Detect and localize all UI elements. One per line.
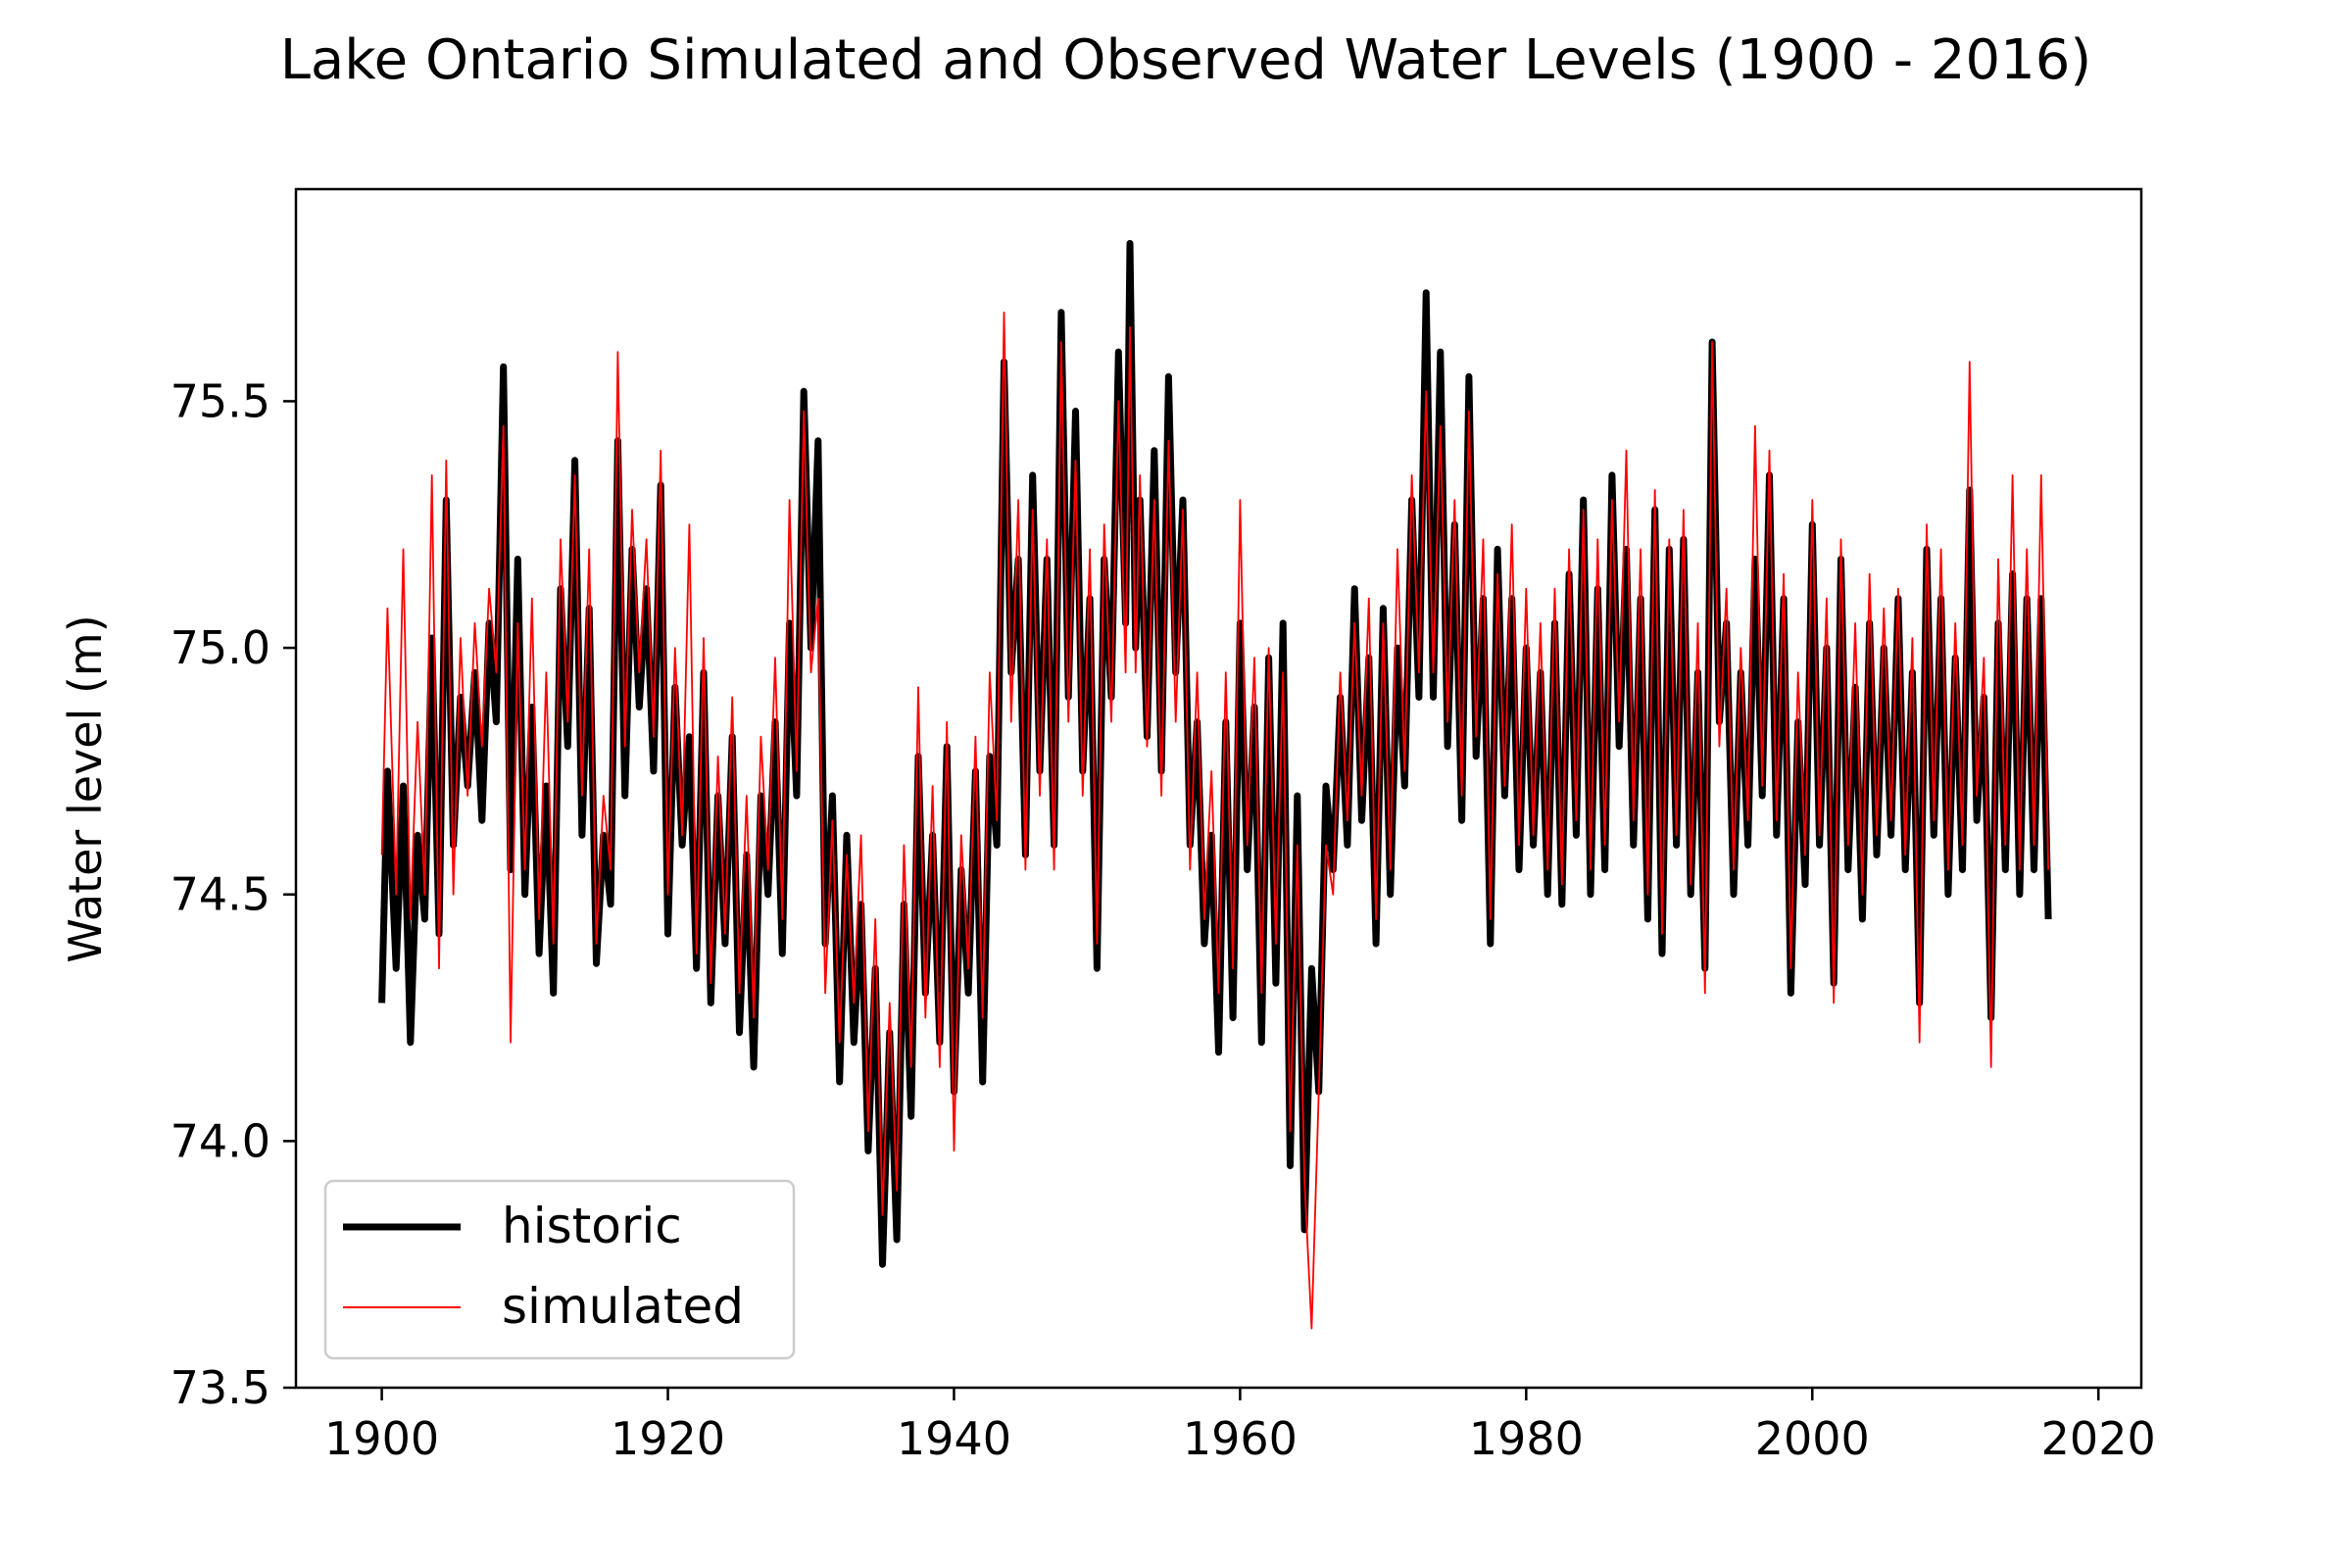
x-tick-label: 2020 <box>2041 1412 2156 1465</box>
y-axis: 73.5 74.0 74.5 75.0 75.5 <box>171 374 296 1414</box>
x-tick-label: 1980 <box>1469 1412 1584 1465</box>
x-tick-label: 1960 <box>1183 1412 1298 1465</box>
x-axis: 1900 1920 1940 1960 1980 2000 2020 <box>324 1388 2156 1465</box>
y-tick-label: 75.0 <box>171 621 270 674</box>
legend-label-historic: historic <box>502 1198 682 1254</box>
x-tick-label: 1940 <box>897 1412 1011 1465</box>
x-tick-label: 2000 <box>1755 1412 1870 1465</box>
legend: historic simulated <box>323 1179 796 1360</box>
legend-label-simulated: simulated <box>502 1278 744 1335</box>
series-line-simulated <box>380 311 2049 1330</box>
x-tick-label: 1900 <box>324 1412 439 1465</box>
y-axis-label: Water level (m) <box>59 614 112 962</box>
series-layer <box>378 239 2052 1330</box>
plot-frame <box>294 187 2143 1390</box>
x-tick-label: 1920 <box>611 1412 725 1465</box>
y-tick-label: 74.0 <box>171 1114 270 1167</box>
chart-title: Lake Ontario Simulated and Observed Wate… <box>280 28 2092 92</box>
y-tick-label: 73.5 <box>171 1361 270 1414</box>
y-tick-label: 74.5 <box>171 868 270 921</box>
y-tick-label: 75.5 <box>171 374 270 427</box>
